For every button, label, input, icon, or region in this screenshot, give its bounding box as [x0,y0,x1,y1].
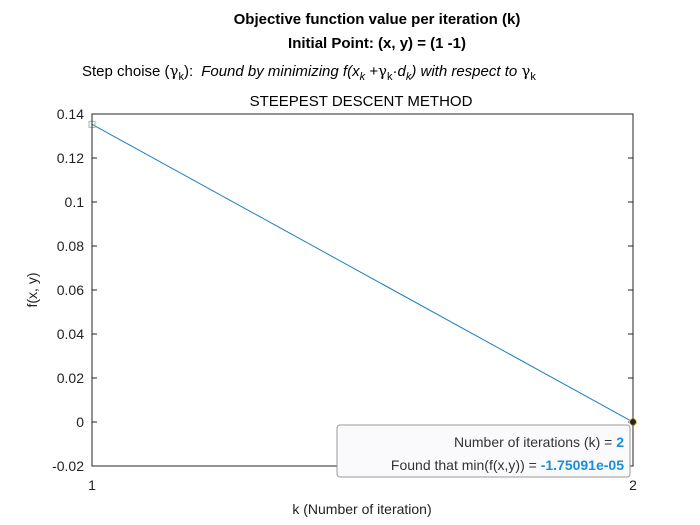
series-layer [88,120,637,427]
subtitle-respect: with respect to [416,63,521,80]
subtitle-close: ): [184,63,193,80]
y-tick-label: 0.12 [57,150,84,166]
subtitle-found: Found by minimizing f(x [201,63,360,80]
datatip-iterations: Number of iterations (k) = 2 [454,434,624,450]
subtitle-gamma-2: γ [378,62,387,80]
axis-ticks [91,113,634,467]
x-tick-label: 1 [88,477,96,493]
y-tick-label: 0.02 [57,370,84,386]
subtitle-prefix: Step choise ( [82,63,170,80]
y-tick-labels: -0.02 0 0.02 0.04 0.06 0.08 0.1 0.12 0.14 [52,106,84,474]
subtitle-gamma-1: γ [170,62,179,80]
x-axis-label: k (Number of iteration) [292,501,431,517]
y-tick-label: 0.04 [57,326,84,342]
subtitle-closeparen: ) [409,63,416,80]
y-tick-label: 0.14 [57,106,84,122]
y-tick-label: 0 [76,414,84,430]
subtitle-sub-k-3: k [387,71,393,83]
chart-title-line1: Objective function value per iteration (… [234,11,521,28]
series-line [91,123,634,423]
chart-title-line2: Initial Point: (x, y) = (1 -1) [288,35,466,52]
subtitle-plus: + [365,63,378,80]
datatip-box [336,424,631,478]
y-tick-label: 0.06 [57,282,84,298]
y-tick-label: 0.08 [57,238,84,254]
y-tick-label: 0.1 [65,194,85,210]
subtitle-sub-k-5: k [530,71,536,83]
plot-area-frame [91,113,634,467]
chart-subtitle: Step choise (γk): Found by minimizing f(x… [82,62,536,83]
x-tick-label: 2 [629,477,637,493]
subtitle-sub-k-2: k [360,71,366,83]
subtitle-sub-k-4: k [406,71,412,83]
subtitle-sub-k-1: k [179,71,185,83]
y-tick-label: -0.02 [52,458,84,474]
datatip[interactable]: Number of iterations (k) = 2 Found that … [336,424,631,478]
subtitle-gamma-3: γ [521,62,530,80]
datatip-minimum: Found that min(f(x,y)) = -1.75091e-05 [391,457,624,473]
method-title: STEEPEST DESCENT METHOD [250,93,473,110]
subtitle-dot: ·d [392,63,406,80]
y-axis-label: f(x, y) [24,273,40,308]
